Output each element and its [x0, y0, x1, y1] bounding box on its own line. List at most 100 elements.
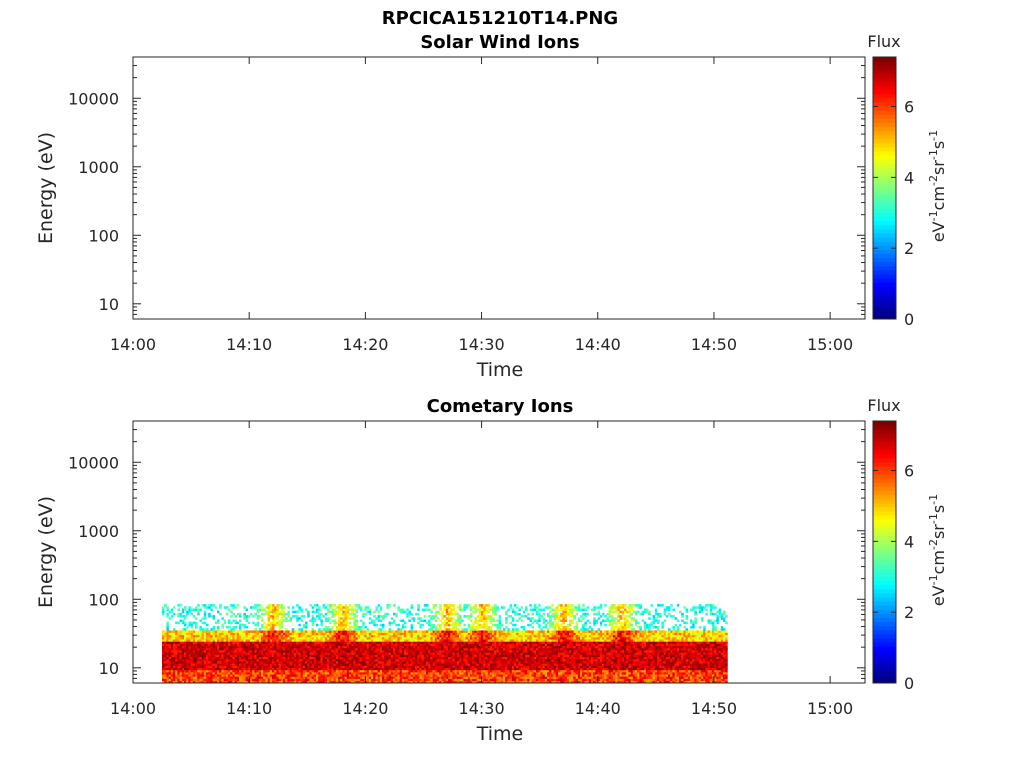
heatmap-cell: [371, 656, 374, 660]
heatmap-cell: [302, 615, 306, 618]
heatmap-cell: [485, 645, 488, 649]
heatmap-cell: [305, 621, 308, 625]
heatmap-cell: [181, 610, 185, 614]
heatmap-cell: [483, 617, 486, 620]
heatmap-cell: [305, 654, 308, 657]
heatmap-cell: [232, 669, 235, 673]
heatmap-cell: [190, 678, 194, 682]
heatmap-cell: [252, 645, 255, 649]
heatmap-cell: [525, 667, 528, 671]
heatmap-cell: [236, 656, 240, 660]
heatmap-cell: [252, 621, 255, 625]
heatmap-cell: [401, 680, 405, 684]
heatmap-cell: [500, 656, 504, 660]
heatmap-cell: [437, 663, 440, 666]
heatmap-cell: [417, 621, 420, 625]
heatmap-cell: [349, 680, 352, 684]
heatmap-cell: [219, 665, 222, 668]
heatmap-cell: [500, 654, 504, 657]
heatmap-cell: [483, 661, 486, 664]
heatmap-cell: [355, 632, 359, 636]
heatmap-cell: [219, 661, 222, 664]
heatmap-cell: [252, 676, 255, 679]
heatmap-cell: [346, 617, 350, 620]
heatmap-cell: [294, 645, 297, 649]
heatmap-cell: [463, 656, 466, 660]
heatmap-cell: [406, 643, 409, 647]
heatmap-cell: [289, 641, 293, 644]
heatmap-cell: [366, 654, 370, 657]
heatmap-cell: [470, 615, 473, 618]
heatmap-cell: [496, 641, 499, 644]
heatmap-cell: [170, 656, 174, 660]
heatmap-cell: [395, 615, 398, 618]
heatmap-cell: [195, 608, 198, 611]
heatmap-cell: [379, 634, 383, 638]
heatmap-cell: [199, 645, 202, 649]
heatmap-cell: [250, 672, 253, 675]
heatmap-cell: [496, 663, 499, 666]
heatmap-cell: [390, 637, 394, 640]
heatmap-cell: [485, 661, 488, 664]
heatmap-cell: [302, 680, 306, 684]
heatmap-cell: [487, 672, 491, 675]
heatmap-cell: [212, 617, 216, 620]
heatmap-cell: [214, 641, 218, 644]
heatmap-cell: [399, 658, 403, 662]
heatmap-cell: [428, 658, 431, 662]
heatmap-cell: [397, 658, 400, 662]
heatmap-cell: [206, 669, 209, 673]
heatmap-cell: [280, 641, 284, 644]
heatmap-cell: [210, 647, 213, 651]
heatmap-cell: [408, 656, 411, 660]
heatmap-cell: [234, 639, 238, 642]
heatmap-cell: [239, 650, 242, 653]
heatmap-cell: [373, 641, 376, 644]
heatmap-cell: [401, 610, 405, 614]
heatmap-cell: [210, 674, 213, 677]
heatmap-cell: [527, 630, 530, 633]
heatmap-cell: [437, 672, 440, 675]
heatmap-cell: [195, 641, 198, 644]
heatmap-cell: [276, 667, 279, 671]
heatmap-cell: [261, 643, 264, 647]
heatmap-cell: [417, 612, 420, 616]
heatmap-cell: [399, 678, 403, 682]
heatmap-cell: [349, 676, 352, 679]
heatmap-cell: [527, 623, 530, 627]
heatmap-cell: [274, 606, 277, 609]
heatmap-cell: [219, 676, 222, 679]
heatmap-cell: [276, 617, 279, 620]
heatmap-cell: [335, 643, 339, 647]
heatmap-cell: [382, 656, 385, 660]
heatmap-cell: [503, 639, 506, 642]
heatmap-cell: [364, 634, 367, 638]
heatmap-cell: [351, 652, 354, 655]
heatmap-cell: [203, 643, 207, 647]
heatmap-cell: [203, 637, 207, 640]
heatmap-cell: [437, 678, 440, 682]
heatmap-cell: [406, 672, 409, 675]
heatmap-cell: [320, 632, 323, 636]
heatmap-cell: [364, 647, 367, 651]
heatmap-cell: [265, 612, 268, 616]
heatmap-cell: [459, 645, 462, 649]
heatmap-cell: [276, 604, 279, 607]
heatmap-cell: [197, 639, 200, 642]
heatmap-cell: [162, 612, 165, 616]
heatmap-cell: [470, 628, 473, 631]
heatmap-cell: [184, 608, 187, 611]
heatmap-cell: [401, 667, 405, 671]
heatmap-cell: [170, 632, 174, 636]
heatmap-cell: [525, 656, 528, 660]
heatmap-cell: [483, 639, 486, 642]
colorbar-segment: [873, 151, 896, 156]
heatmap-cell: [302, 658, 306, 662]
heatmap-cell: [316, 676, 319, 679]
heatmap-cell: [291, 647, 295, 651]
heatmap-cell: [214, 647, 218, 651]
heatmap-cell: [492, 663, 495, 666]
heatmap-cell: [190, 663, 194, 666]
heatmap-cell: [305, 676, 308, 679]
heatmap-cell: [272, 667, 275, 671]
